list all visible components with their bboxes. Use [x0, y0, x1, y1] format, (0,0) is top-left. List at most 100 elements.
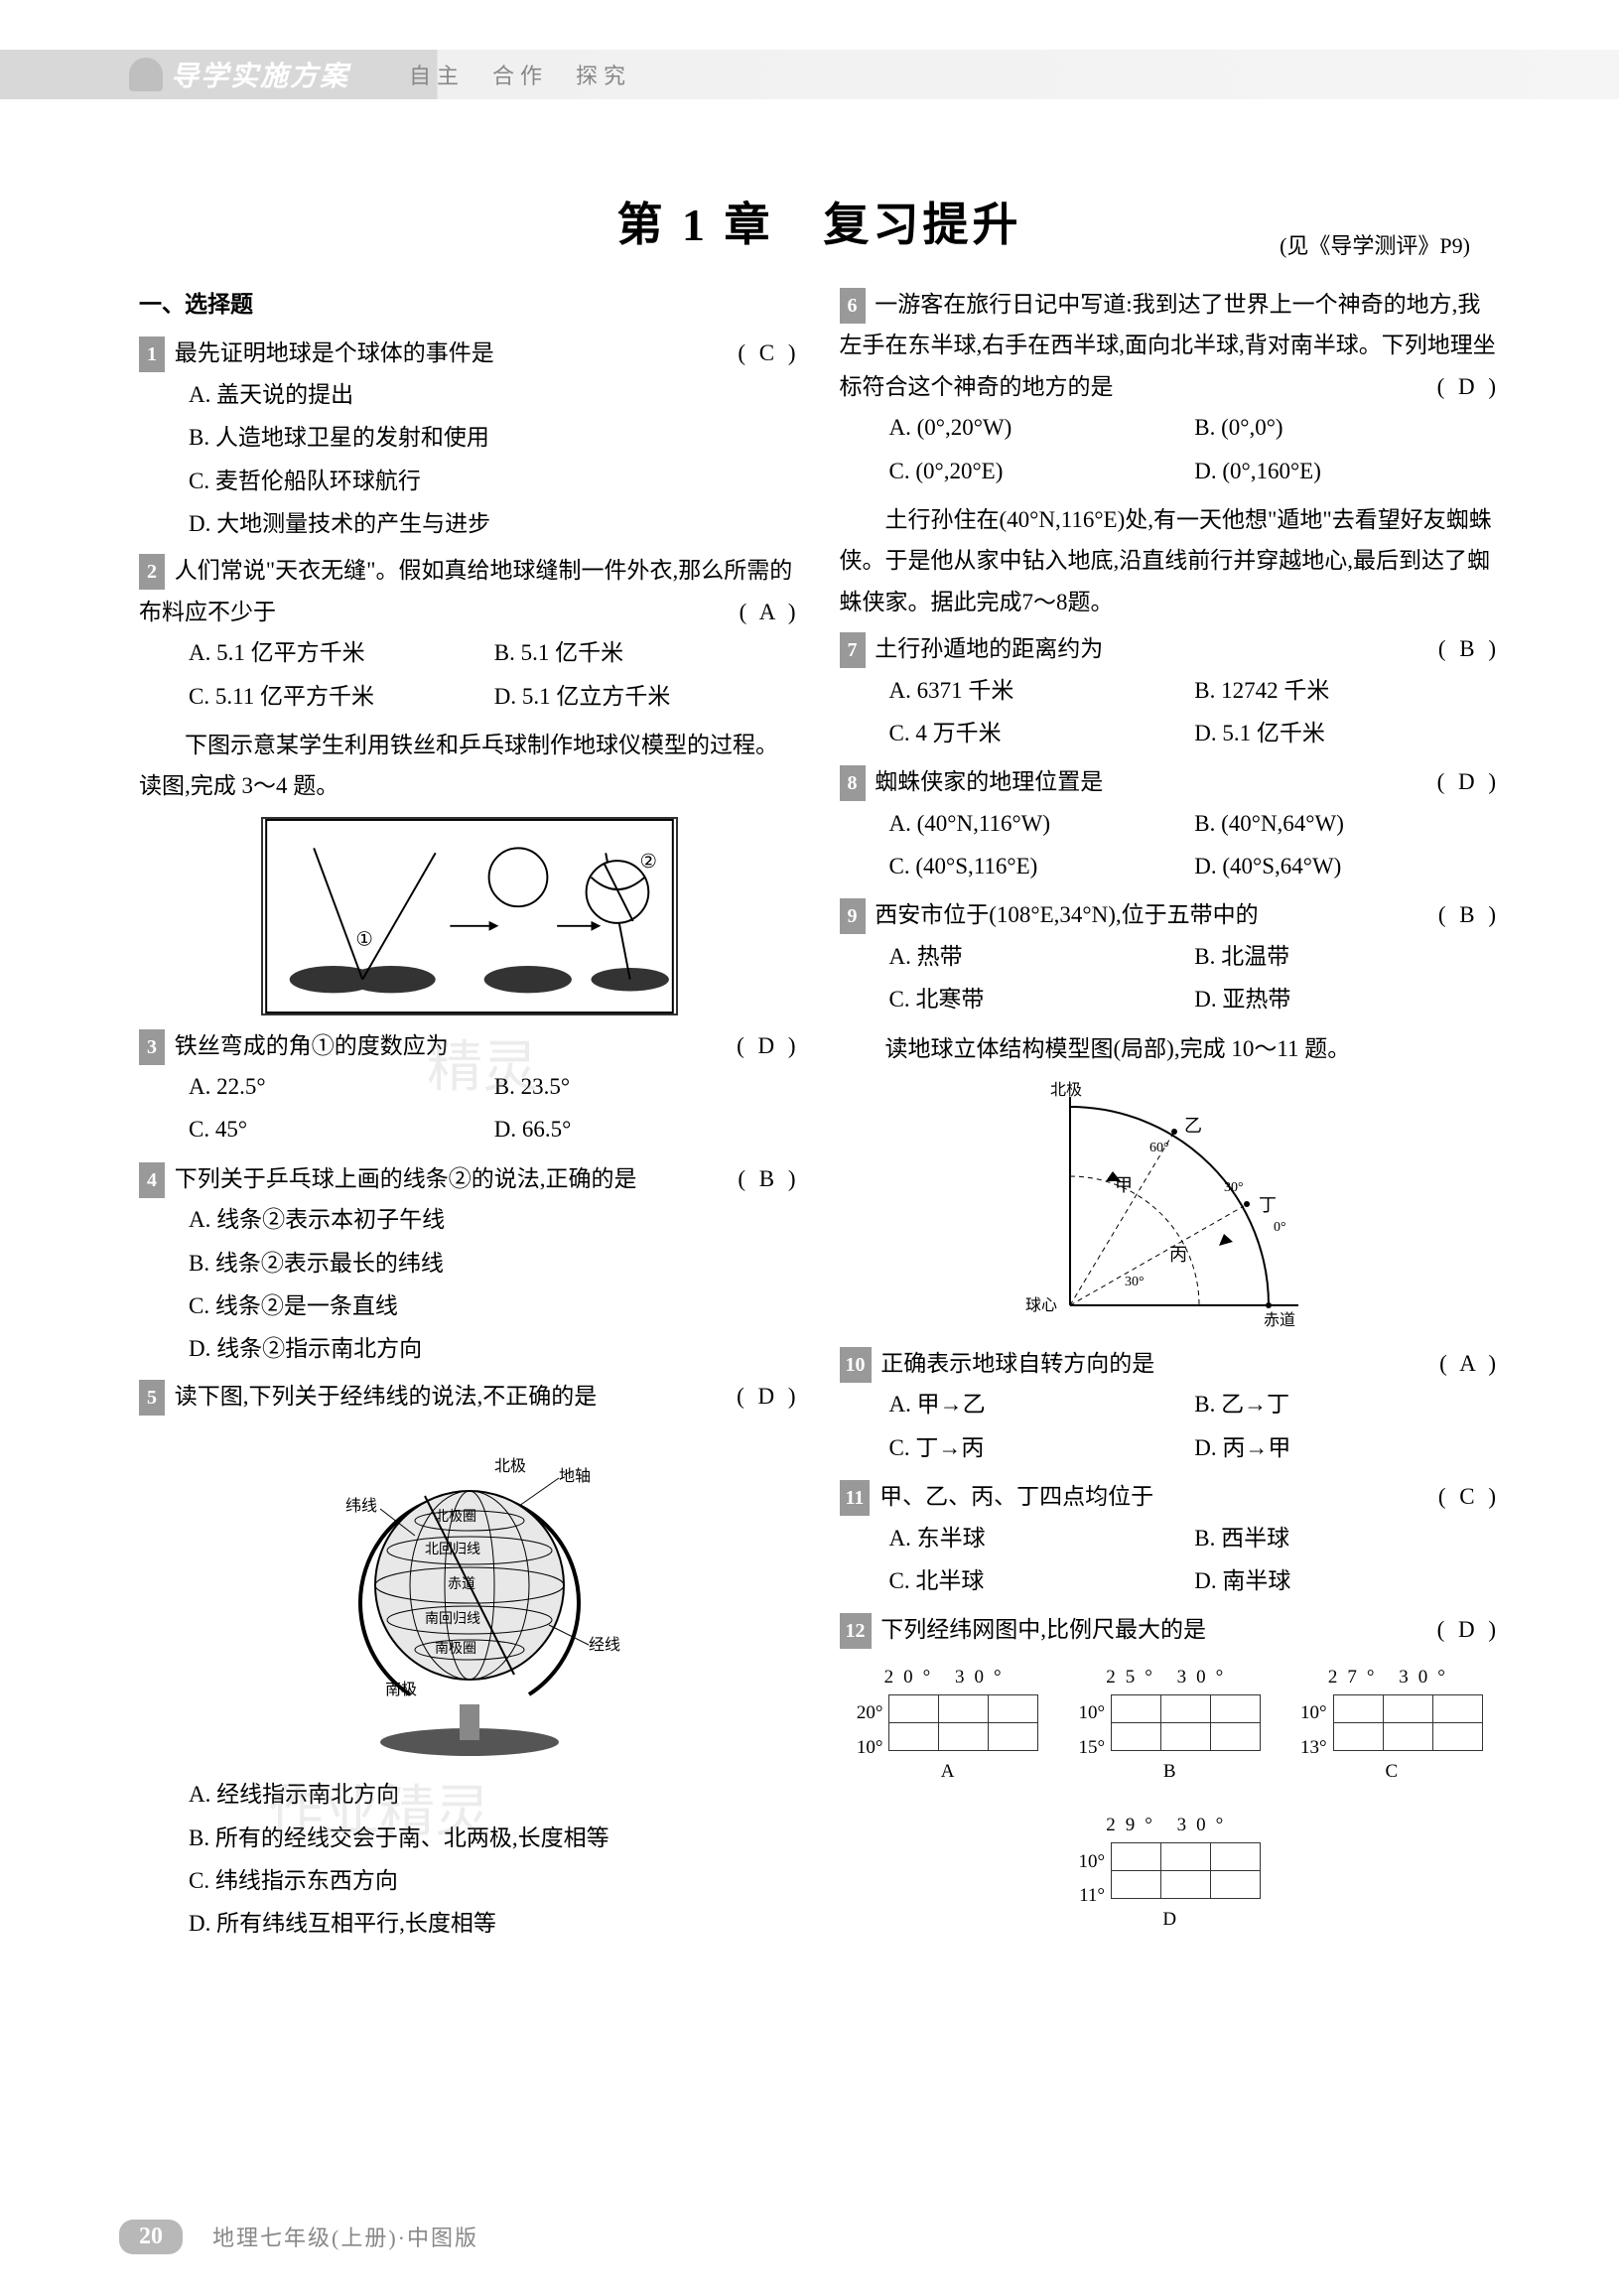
qnum-12: 12	[840, 1613, 872, 1649]
grid-a-table	[888, 1694, 1038, 1751]
q10-opts: A. 甲→乙 B. 乙→丁 C. 丁→丙 D. 丙→甲	[840, 1384, 1501, 1470]
qnum-10: 10	[840, 1347, 872, 1383]
grid-a-l2: 10°	[857, 1731, 889, 1765]
content-columns: 一、选择题 1 最先证明地球是个球体的事件是 ( C ) A. 盖天说的提出 B…	[139, 284, 1500, 1947]
globe-beiji: 北极	[494, 1457, 526, 1475]
fig3-30b: 30°	[1125, 1275, 1145, 1289]
fig3-yi: 乙	[1184, 1116, 1202, 1136]
question-2: 2 人们常说"天衣无缝"。假如真给地球缝制一件外衣,那么所需的布料应不少于 ( …	[139, 550, 800, 719]
globe-jingxian: 经线	[589, 1636, 620, 1654]
qnum-5: 5	[139, 1380, 165, 1416]
q1-opt-a: A. 盖天说的提出	[189, 374, 800, 415]
q5-answer: ( D )	[737, 1376, 799, 1417]
q4-opt-a: A. 线条②表示本初子午线	[189, 1199, 800, 1240]
grid-c-l2: 13°	[1300, 1731, 1333, 1765]
globe-weixian: 纬线	[345, 1497, 377, 1515]
qnum-7: 7	[840, 632, 866, 668]
q6-opt-c: C. (0°,20°E)	[889, 451, 1195, 491]
q4-opt-c: C. 线条②是一条直线	[189, 1285, 800, 1326]
globe-dizhou: 地轴	[559, 1467, 591, 1485]
qnum-8: 8	[840, 765, 866, 801]
header-bar: 导学实施方案 自主 合作 探究	[0, 50, 1619, 99]
q7-answer: ( B )	[1438, 628, 1500, 669]
q1-answer: ( C )	[738, 333, 799, 373]
footer-text: 地理七年级(上册)·中图版	[212, 2221, 478, 2252]
grid-b-top: 25° 30°	[1078, 1661, 1261, 1694]
q11-stem: 甲、乙、丙、丁四点均位于	[879, 1484, 1153, 1509]
grid-b-l2: 15°	[1078, 1731, 1111, 1765]
q3-answer: ( D )	[737, 1025, 799, 1066]
question-7: 7 土行孙遁地的距离约为 ( B ) A. 6371 千米 B. 12742 千…	[840, 628, 1501, 755]
grid-a: 20° 30° 20° 10° A	[857, 1661, 1039, 1789]
q2-stem: 人们常说"天衣无缝"。假如真给地球缝制一件外衣,那么所需的布料应不少于	[139, 558, 792, 623]
q4-opt-b: B. 线条②表示最长的纬线	[189, 1243, 800, 1283]
globe-figure: 纬线 北极 地轴 北极圈 北回归线 赤道 南回归线 南极圈 南极 经线	[271, 1426, 668, 1764]
qnum-6: 6	[840, 288, 866, 324]
q10-opt-a: A. 甲→乙	[889, 1384, 1195, 1424]
q9-opt-c: C. 北寒带	[889, 979, 1195, 1019]
q2-opts: A. 5.1 亿平方千米 B. 5.1 亿千米 C. 5.11 亿平方千米 D.…	[139, 632, 800, 719]
grid-c-top: 27° 30°	[1300, 1661, 1483, 1694]
grid-c: 27° 30° 10° 13° C	[1300, 1661, 1483, 1789]
section-1-head: 一、选择题	[139, 284, 800, 325]
q12-grids: 20° 30° 20° 10° A 25° 30°	[840, 1661, 1501, 1938]
q11-opts: A. 东半球 B. 西半球 C. 北半球 D. 南半球	[840, 1518, 1501, 1604]
q4-answer: ( B )	[738, 1158, 799, 1199]
q9-opt-b: B. 北温带	[1194, 936, 1500, 977]
q2-opt-d: D. 5.1 亿立方千米	[494, 676, 800, 717]
q9-stem: 西安市位于(108°E,34°N),位于五带中的	[875, 902, 1258, 927]
q5-opts: A. 经线指示南北方向 B. 所有的经线交会于南、北两极,长度相等 C. 纬线指…	[139, 1774, 800, 1945]
grid-a-top: 20° 30°	[857, 1661, 1039, 1694]
figure-1: ① ②	[261, 817, 678, 1015]
qnum-11: 11	[840, 1480, 871, 1516]
q2-opt-a: A. 5.1 亿平方千米	[189, 632, 494, 673]
qnum-2: 2	[139, 554, 165, 590]
qnum-1: 1	[139, 337, 165, 372]
q6-opt-d: D. (0°,160°E)	[1194, 451, 1500, 491]
q1-opt-d: D. 大地测量技术的产生与进步	[189, 503, 800, 544]
q2-answer: ( A )	[740, 592, 800, 632]
q7-opts: A. 6371 千米 B. 12742 千米 C. 4 万千米 D. 5.1 亿…	[840, 670, 1501, 756]
question-6: 6 一游客在旅行日记中写道:我到达了世界上一个神奇的地方,我左手在东半球,右手在…	[840, 284, 1501, 493]
q6-opt-b: B. (0°,0°)	[1194, 407, 1500, 448]
globe-nanji: 南极	[385, 1681, 417, 1698]
q11-answer: ( C )	[1438, 1476, 1500, 1517]
grid-d-table	[1111, 1842, 1261, 1899]
q8-opts: A. (40°N,116°W) B. (40°N,64°W) C. (40°S,…	[840, 803, 1501, 889]
grid-c-table	[1333, 1694, 1483, 1751]
q3-opt-a: A. 22.5°	[189, 1066, 494, 1107]
q10-opt-d: D. 丙→甲	[1194, 1427, 1500, 1468]
logo-icon	[129, 58, 163, 91]
question-4: 4 下列关于乒乓球上画的线条②的说法,正确的是 ( B ) A. 线条②表示本初…	[139, 1158, 800, 1370]
q8-opt-c: C. (40°S,116°E)	[889, 846, 1195, 886]
passage-2: 土行孙住在(40°N,116°E)处,有一天他想"遁地"去看望好友蜘蛛侠。于是他…	[840, 499, 1501, 622]
q10-answer: ( A )	[1439, 1343, 1500, 1384]
q2-opt-c: C. 5.11 亿平方千米	[189, 676, 494, 717]
footer: 20 地理七年级(上册)·中图版	[0, 2217, 1619, 2256]
q7-opt-b: B. 12742 千米	[1194, 670, 1500, 711]
header-subtitle: 自主 合作 探究	[409, 59, 631, 90]
q9-opt-a: A. 热带	[889, 936, 1195, 977]
fig3-chidao: 赤道	[1264, 1311, 1295, 1329]
q8-stem: 蜘蛛侠家的地理位置是	[875, 769, 1103, 794]
globe-bhgx: 北回归线	[425, 1541, 480, 1557]
grid-d-l2: 11°	[1078, 1879, 1111, 1913]
globe-nhgx: 南回归线	[425, 1610, 480, 1627]
fig3-0: 0°	[1274, 1220, 1286, 1235]
q8-opt-b: B. (40°N,64°W)	[1194, 803, 1500, 844]
fig3-60: 60°	[1149, 1141, 1169, 1155]
q7-opt-d: D. 5.1 亿千米	[1194, 713, 1500, 753]
q3-opts: A. 22.5° B. 23.5° C. 45° D. 66.5°	[139, 1066, 800, 1152]
q8-opt-d: D. (40°S,64°W)	[1194, 846, 1500, 886]
grid-d-top: 29° 30°	[1078, 1809, 1261, 1842]
page-number: 20	[119, 2220, 183, 2254]
question-10: 10 正确表示地球自转方向的是 ( A ) A. 甲→乙 B. 乙→丁 C. 丁…	[840, 1343, 1501, 1470]
fig3-30a: 30°	[1224, 1180, 1244, 1195]
q11-opt-b: B. 西半球	[1194, 1518, 1500, 1558]
question-1: 1 最先证明地球是个球体的事件是 ( C ) A. 盖天说的提出 B. 人造地球…	[139, 333, 800, 544]
grid-a-l1: 20°	[857, 1696, 889, 1730]
qnum-3: 3	[139, 1029, 165, 1065]
q9-opt-d: D. 亚热带	[1194, 979, 1500, 1019]
grid-c-l1: 10°	[1300, 1696, 1333, 1730]
q3-stem: 铁丝弯成的角①的度数应为	[175, 1033, 449, 1058]
